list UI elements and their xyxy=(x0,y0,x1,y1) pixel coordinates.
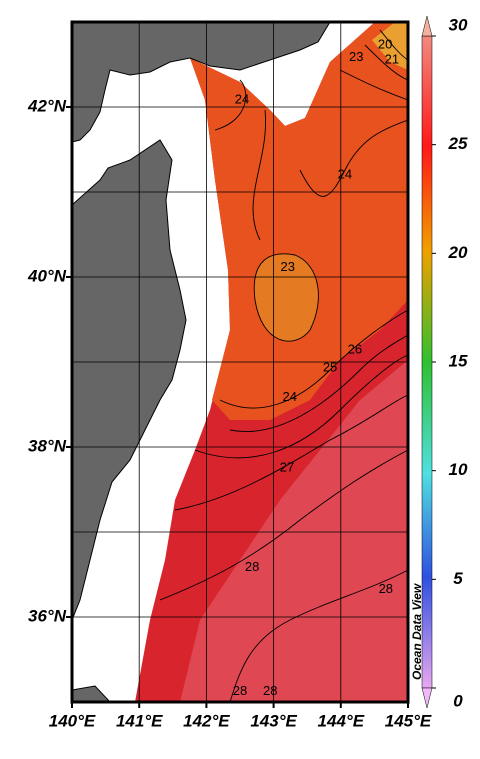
x-tick-label: 143°E xyxy=(250,711,297,730)
ocean-orange xyxy=(190,22,408,420)
contour-label: 23 xyxy=(349,49,363,64)
ocean-warm-core xyxy=(254,253,319,342)
colorbar-bottom-arrow xyxy=(421,687,433,709)
colorbar-top-arrow xyxy=(421,15,433,37)
y-tick-label: 38°N xyxy=(28,436,67,455)
contour-lines xyxy=(159,29,408,702)
contour-label: 28 xyxy=(245,559,259,574)
graticule xyxy=(72,22,408,702)
colorbar-tick-label: 20 xyxy=(448,243,468,262)
x-tick-label: 140°E xyxy=(49,711,96,730)
contour-label: 24 xyxy=(282,389,296,404)
contour-label: 27 xyxy=(280,460,294,475)
colorbar-tick-label: 30 xyxy=(449,15,468,34)
contour-label: 23 xyxy=(280,259,294,274)
y-tick-label: 40°N xyxy=(27,266,67,285)
contour-label: 28 xyxy=(379,581,393,596)
x-tick-label: 145°E xyxy=(385,711,432,730)
colorbar-tick-label: 25 xyxy=(448,134,468,153)
contour-label: 21 xyxy=(385,52,399,67)
land-hokkaido xyxy=(72,22,331,143)
colorbar-tick-label: 0 xyxy=(453,691,463,710)
contour-label: 24 xyxy=(235,92,249,107)
contour-label: 28 xyxy=(233,683,247,698)
x-tick-label: 142°E xyxy=(183,711,230,730)
ocean-north-warm xyxy=(372,22,408,70)
colorbar-tick-label: 15 xyxy=(449,351,468,370)
map-frame xyxy=(70,20,410,704)
y-tick-label: 36°N xyxy=(28,606,67,625)
contour-label: 28 xyxy=(263,683,277,698)
colorbar-tick-label: 10 xyxy=(449,460,468,479)
x-tick-label: 144°E xyxy=(318,711,365,730)
watermark: Ocean Data View xyxy=(410,583,424,680)
contour-label: 20 xyxy=(378,36,392,51)
y-tick-label: 42°N xyxy=(27,96,67,115)
colorbar-tick-label: 5 xyxy=(453,569,463,588)
land-honshu xyxy=(72,139,187,621)
contour-label: 25 xyxy=(323,359,337,374)
ocean-pink xyxy=(180,360,408,702)
map-body xyxy=(72,22,408,702)
contour-label: 24 xyxy=(338,166,352,181)
x-tick-label: 141°E xyxy=(116,711,163,730)
contour-label: 26 xyxy=(348,342,362,357)
land-south xyxy=(72,685,111,702)
